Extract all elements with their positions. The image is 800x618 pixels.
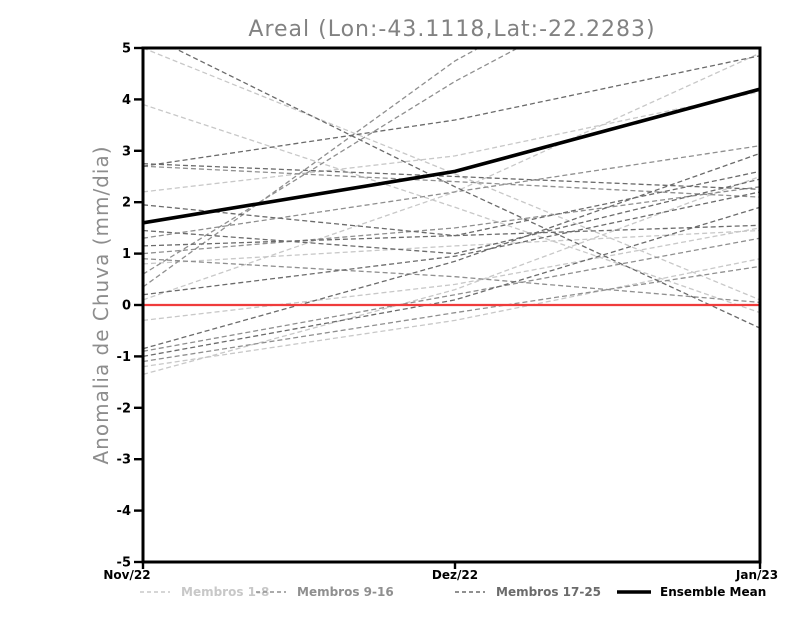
member-line <box>143 229 760 265</box>
member-line <box>143 258 760 368</box>
member-line <box>143 48 520 275</box>
member-line <box>143 145 760 239</box>
member-line <box>172 48 760 329</box>
y-tick-label: -5 <box>117 556 131 571</box>
member-line <box>143 48 760 301</box>
legend-label-membros-1-8: Membros 1-8 <box>181 585 269 599</box>
y-tick-label: -4 <box>117 504 131 519</box>
member-line <box>143 175 760 376</box>
member-lines <box>143 48 760 376</box>
y-axis-ticks: -5 -4 -3 -2 -1 0 1 2 3 4 5 <box>117 42 143 571</box>
x-tick-label: Jan/23 <box>735 568 778 582</box>
member-line <box>143 227 760 322</box>
y-axis-label: Anomalia de Chuva (mm/dia) <box>89 146 113 465</box>
x-tick-label: Nov/22 <box>103 568 150 582</box>
member-line <box>143 224 760 247</box>
member-line <box>143 258 760 304</box>
y-tick-label: 1 <box>122 247 131 262</box>
member-line <box>143 152 760 350</box>
y-tick-label: 5 <box>122 42 131 57</box>
member-line <box>143 163 760 190</box>
member-line <box>143 103 760 314</box>
member-line <box>143 186 760 255</box>
ensemble-mean-line <box>143 87 760 225</box>
y-tick-label: -2 <box>117 401 131 416</box>
y-tick-label: 3 <box>122 144 131 159</box>
member-line <box>143 165 760 198</box>
member-line <box>143 48 480 288</box>
member-line <box>143 55 760 167</box>
y-tick-label: 2 <box>122 196 131 211</box>
x-axis-ticks: Nov/22 Dez/22 Jan/23 <box>103 562 778 582</box>
legend-label-membros-17-25: Membros 17-25 <box>496 585 601 599</box>
y-tick-label: -3 <box>117 453 131 468</box>
mean-line <box>143 87 760 225</box>
member-line <box>143 265 760 363</box>
member-line <box>143 206 760 358</box>
member-line <box>143 178 760 255</box>
y-tick-label: 0 <box>122 299 131 314</box>
x-tick-label: Dez/22 <box>432 568 478 582</box>
chart-legend: Membros 1-8 Membros 9-16 Membros 17-25 E… <box>140 585 766 599</box>
y-tick-label: -1 <box>117 350 131 365</box>
chart-title: Areal (Lon:-43.1118,Lat:-22.2283) <box>248 17 655 42</box>
member-line <box>143 237 760 352</box>
member-line <box>143 191 760 296</box>
legend-label-membros-9-16: Membros 9-16 <box>297 585 394 599</box>
y-tick-label: 4 <box>122 93 131 108</box>
legend-label-ensemble-mean: Ensemble Mean <box>660 585 766 599</box>
member-line <box>143 91 760 193</box>
